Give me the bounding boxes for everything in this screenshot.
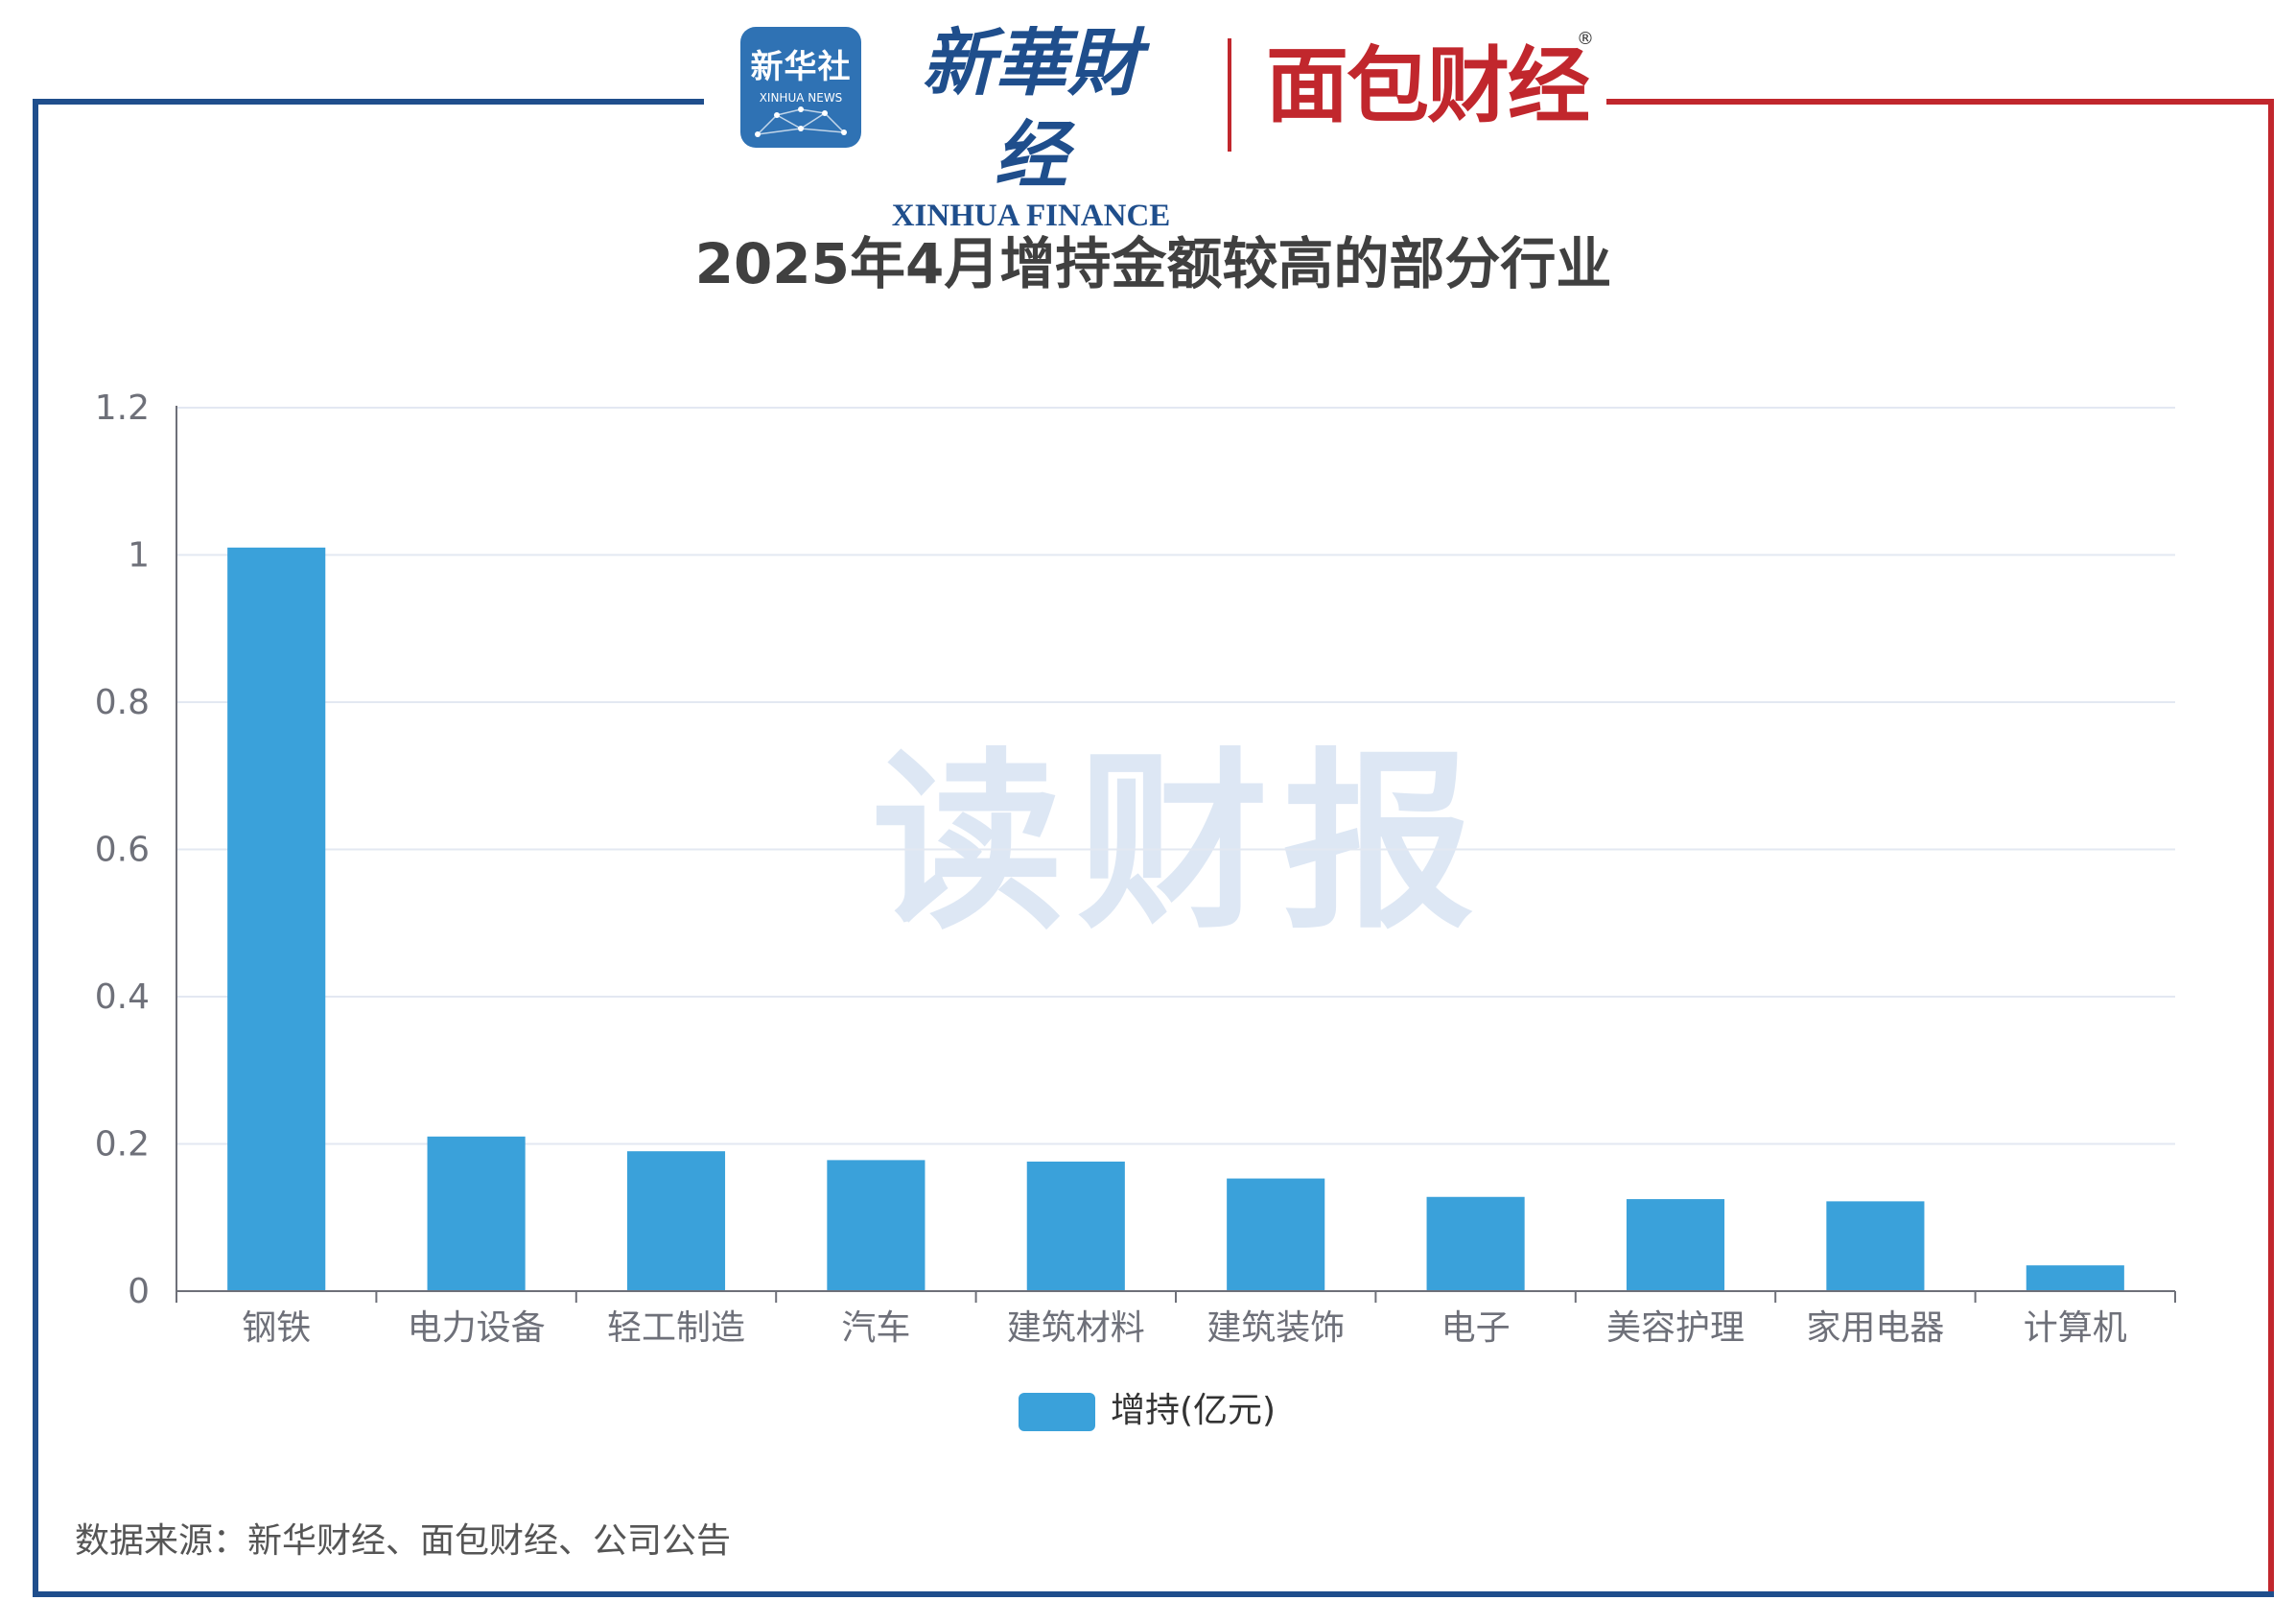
- bar[interactable]: [227, 547, 326, 1291]
- x-tick-label: 家用电器: [1806, 1308, 1944, 1348]
- mianbao-finance-logo-text: 面包财经: [1266, 38, 1590, 134]
- frame-top-right-line: [1606, 99, 2274, 105]
- y-tick-label: 0: [128, 1272, 150, 1311]
- xinhua-finance-logo-en: XINHUA FINANCE: [891, 199, 1171, 233]
- bar[interactable]: [1626, 1199, 1725, 1291]
- y-tick-labels: 0 0.2 0.4 0.6 0.8 1 1.2: [95, 388, 150, 1311]
- y-tick-label: 0.4: [95, 977, 150, 1017]
- gridlines: [176, 407, 2175, 1145]
- x-tick-label: 电力设备: [408, 1308, 546, 1348]
- bar[interactable]: [427, 1136, 526, 1291]
- xinhua-news-logo-cn: 新华社: [750, 48, 852, 86]
- legend-swatch: [1019, 1393, 1095, 1431]
- mianbao-finance-logo: 面包财经 ®: [1266, 31, 1594, 135]
- x-tick-label: 计算机: [2024, 1308, 2127, 1348]
- xinhua-finance-logo: 新華財经 XINHUA FINANCE: [887, 17, 1175, 233]
- axes: [176, 406, 2176, 1303]
- registered-mark: ®: [1577, 29, 1594, 49]
- bars: [227, 547, 2124, 1291]
- y-tick-label: 1.2: [95, 388, 150, 428]
- x-tick-label: 钢铁: [242, 1308, 311, 1348]
- x-tick-label: 电子: [1441, 1308, 1511, 1348]
- bar[interactable]: [1227, 1178, 1325, 1291]
- network-icon: [755, 106, 847, 137]
- frame-left-line: [33, 99, 38, 1597]
- xinhua-news-logo: 新华社 XINHUA NEWS: [740, 27, 861, 148]
- xinhua-news-logo-en: XINHUA NEWS: [759, 91, 843, 105]
- logo-separator: [1228, 38, 1231, 152]
- bar[interactable]: [1426, 1196, 1525, 1291]
- x-tick-label: 美容护理: [1606, 1308, 1745, 1348]
- x-tick-label: 轻工制造: [607, 1308, 745, 1348]
- xinhua-finance-logo-cn: 新華財经: [922, 20, 1140, 198]
- data-source-note: 数据来源：新华财经、面包财经、公司公告: [75, 1521, 732, 1561]
- x-tick-labels: 钢铁 电力设备 轻工制造 汽车 建筑材料 建筑装饰 电子 美容护理 家用电器 计算机: [242, 1308, 2127, 1348]
- bar[interactable]: [827, 1160, 925, 1291]
- watermark: 读财报: [871, 732, 1488, 955]
- bar[interactable]: [626, 1151, 726, 1291]
- y-tick-label: 1: [128, 536, 150, 576]
- x-tick-label: 汽车: [841, 1308, 910, 1348]
- y-tick-label: 0.2: [95, 1125, 150, 1165]
- legend-label: 增持(亿元): [1111, 1391, 1277, 1430]
- frame-top-left-line: [33, 99, 704, 105]
- x-tick-label: 建筑材料: [1007, 1308, 1145, 1348]
- x-tick-label: 建筑装饰: [1207, 1308, 1345, 1348]
- y-tick-label: 0.8: [95, 683, 150, 722]
- bar[interactable]: [2026, 1265, 2124, 1291]
- y-tick-label: 0.6: [95, 831, 150, 870]
- frame-bottom-line: [33, 1591, 2274, 1597]
- bar[interactable]: [1826, 1201, 1925, 1291]
- bar[interactable]: [1026, 1161, 1125, 1291]
- chart-title: 2025年4月增持金额较高的部分行业: [694, 231, 1612, 296]
- frame-right-line: [2268, 99, 2274, 1597]
